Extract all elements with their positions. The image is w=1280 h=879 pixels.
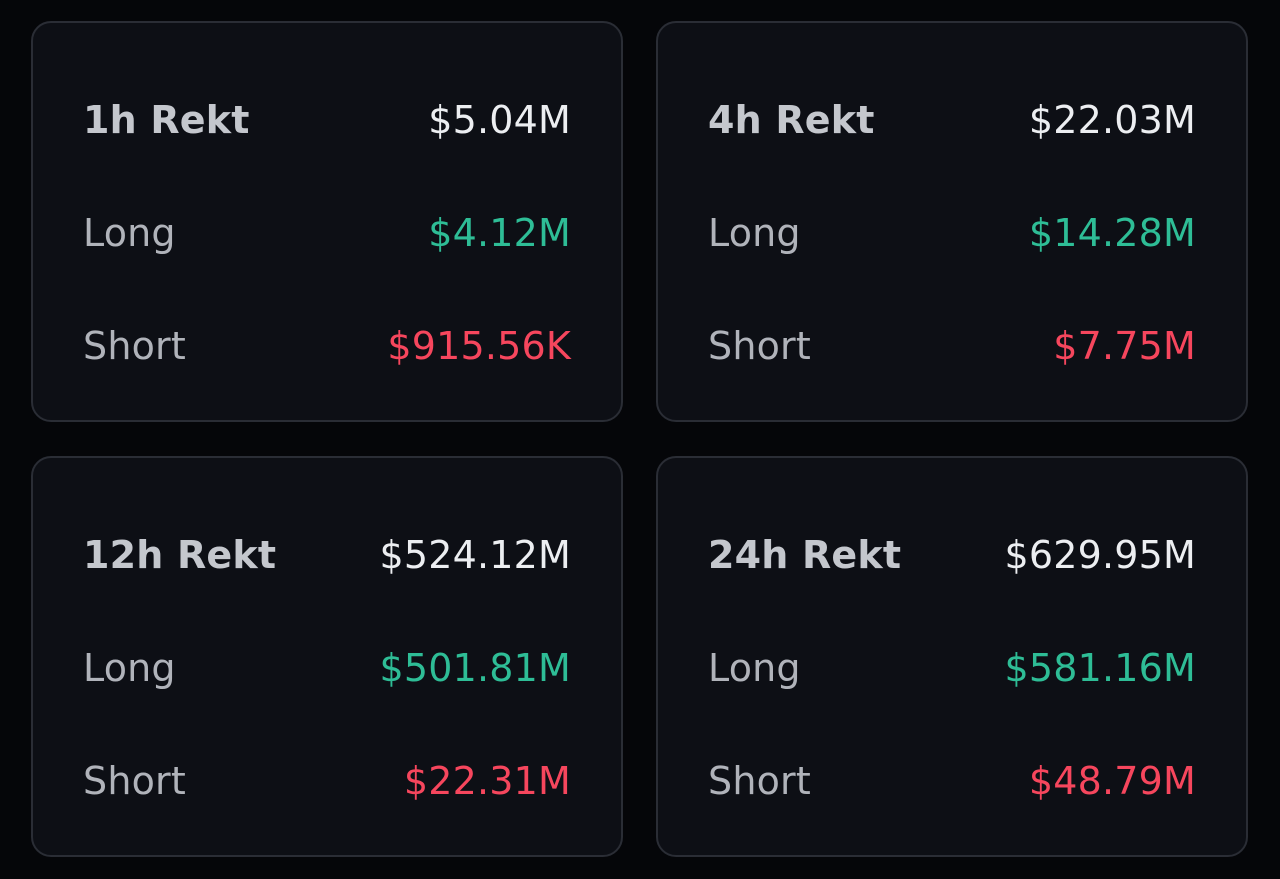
long-label: Long [83, 646, 176, 690]
rekt-total-value: $22.03M [1028, 98, 1196, 142]
short-value: $22.31M [403, 759, 571, 803]
rekt-long-row: Long $581.16M [708, 643, 1196, 693]
short-value: $48.79M [1028, 759, 1196, 803]
rekt-short-row: Short $7.75M [708, 321, 1196, 371]
long-value: $501.81M [379, 646, 571, 690]
rekt-period-title: 4h Rekt [708, 98, 875, 142]
short-label: Short [708, 759, 811, 803]
rekt-short-row: Short $22.31M [83, 756, 571, 806]
rekt-total-row: 4h Rekt $22.03M [708, 95, 1196, 145]
rekt-total-row: 12h Rekt $524.12M [83, 530, 571, 580]
long-value: $14.28M [1028, 211, 1196, 255]
rekt-long-row: Long $501.81M [83, 643, 571, 693]
rekt-total-value: $629.95M [1004, 533, 1196, 577]
rekt-card-1h: 1h Rekt $5.04M Long $4.12M Short $915.56… [31, 21, 623, 422]
rekt-card-24h: 24h Rekt $629.95M Long $581.16M Short $4… [656, 456, 1248, 857]
short-value: $915.56K [387, 324, 571, 368]
rekt-total-row: 24h Rekt $629.95M [708, 530, 1196, 580]
long-label: Long [83, 211, 176, 255]
rekt-card-4h: 4h Rekt $22.03M Long $14.28M Short $7.75… [656, 21, 1248, 422]
rekt-long-row: Long $14.28M [708, 208, 1196, 258]
long-value: $4.12M [428, 211, 571, 255]
long-value: $581.16M [1004, 646, 1196, 690]
rekt-short-row: Short $915.56K [83, 321, 571, 371]
rekt-total-value: $524.12M [379, 533, 571, 577]
rekt-total-value: $5.04M [428, 98, 571, 142]
rekt-total-row: 1h Rekt $5.04M [83, 95, 571, 145]
rekt-period-title: 24h Rekt [708, 533, 902, 577]
short-value: $7.75M [1053, 324, 1196, 368]
rekt-long-row: Long $4.12M [83, 208, 571, 258]
rekt-short-row: Short $48.79M [708, 756, 1196, 806]
long-label: Long [708, 646, 801, 690]
rekt-period-title: 1h Rekt [83, 98, 250, 142]
rekt-card-12h: 12h Rekt $524.12M Long $501.81M Short $2… [31, 456, 623, 857]
rekt-period-title: 12h Rekt [83, 533, 277, 577]
short-label: Short [83, 324, 186, 368]
long-label: Long [708, 211, 801, 255]
short-label: Short [708, 324, 811, 368]
short-label: Short [83, 759, 186, 803]
